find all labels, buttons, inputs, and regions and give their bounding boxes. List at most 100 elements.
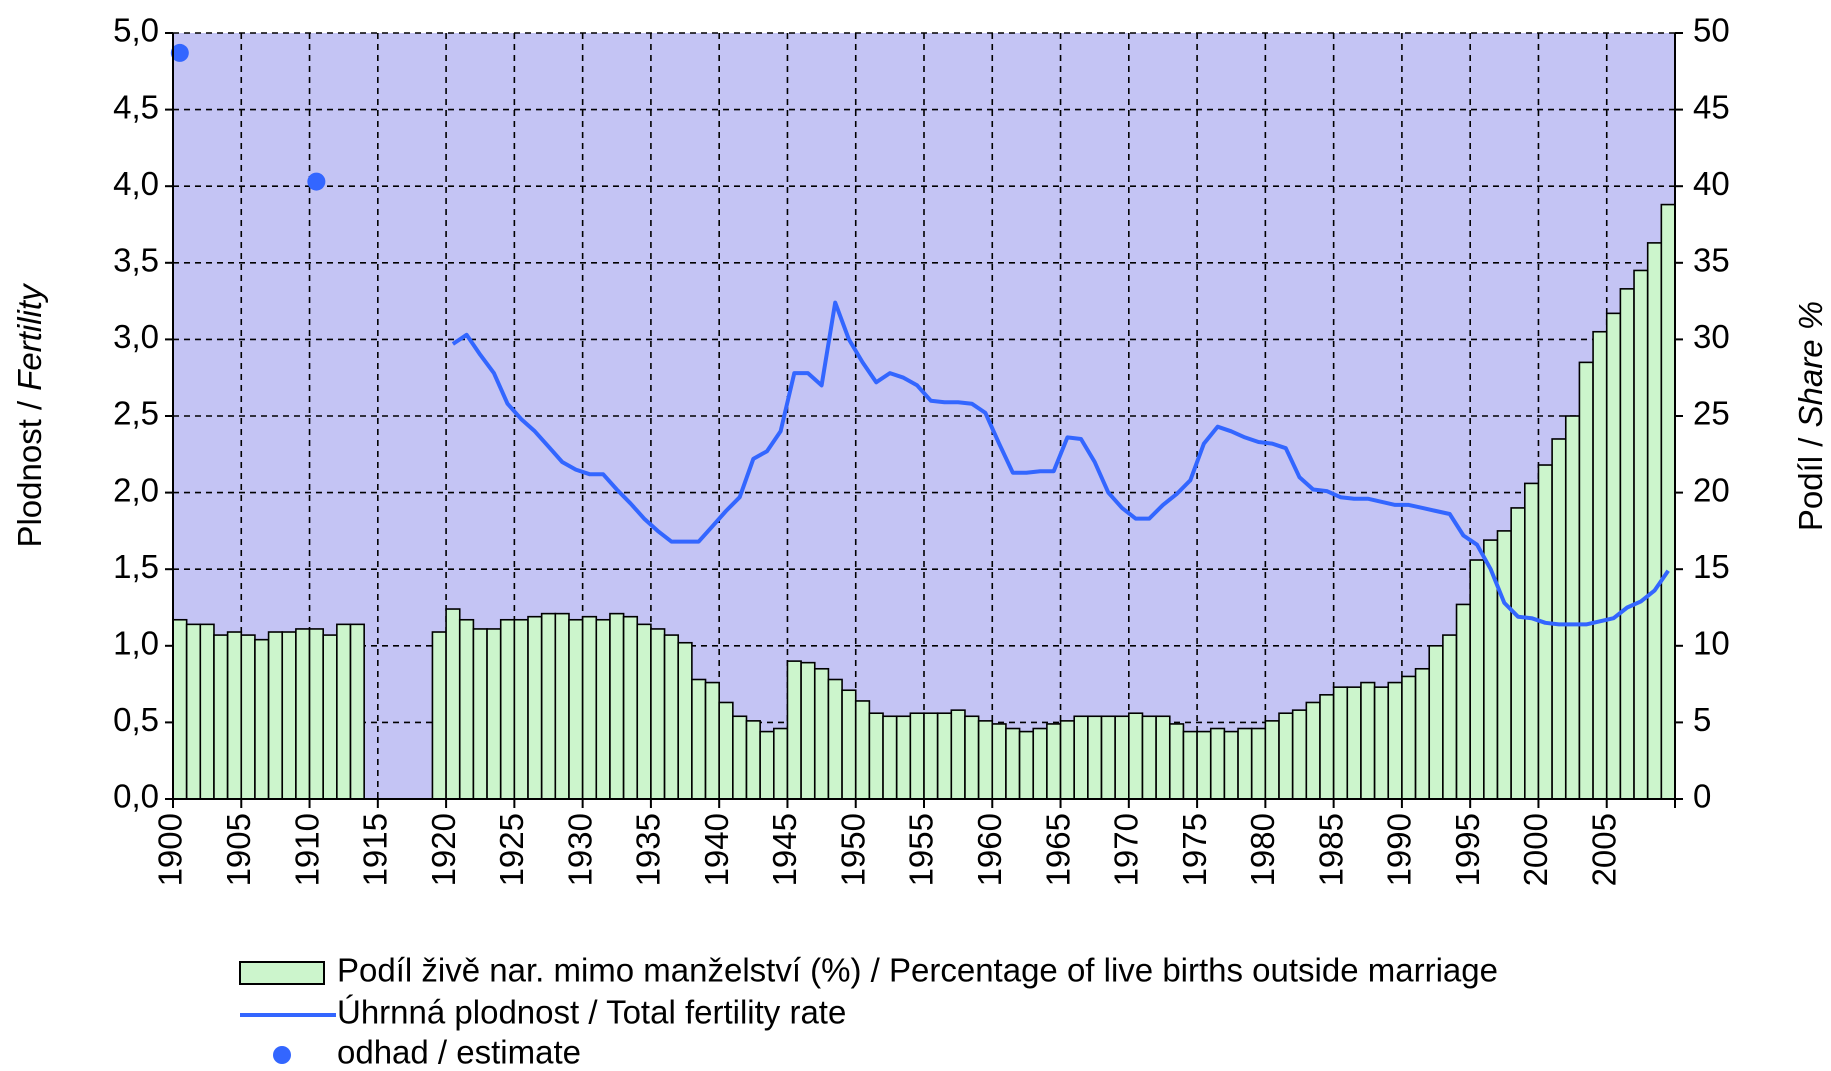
x-tick-label: 2005 xyxy=(1585,813,1622,886)
x-tick-label: 1940 xyxy=(698,813,735,886)
y2-axis-title-part: Podíl / xyxy=(1792,437,1829,531)
bar xyxy=(1114,715,1130,800)
x-tick-label: 1990 xyxy=(1381,813,1418,886)
bar xyxy=(813,667,830,800)
y2-tick-label: 50 xyxy=(1693,12,1730,49)
y-tick-label: 4,0 xyxy=(113,165,159,202)
x-tick-label: 1995 xyxy=(1449,813,1486,886)
bar xyxy=(281,631,297,800)
bar xyxy=(499,618,516,800)
bar xyxy=(800,661,816,800)
y-tick-label: 2,5 xyxy=(113,395,159,432)
bar xyxy=(1319,694,1335,800)
bar xyxy=(1442,634,1458,800)
bar xyxy=(691,678,707,800)
bar xyxy=(267,631,284,800)
bar xyxy=(663,634,680,800)
point xyxy=(170,43,189,62)
bar xyxy=(622,615,639,800)
bar xyxy=(1196,730,1212,800)
bar xyxy=(1551,438,1567,800)
bar xyxy=(254,638,270,800)
bar xyxy=(568,618,584,800)
bar xyxy=(923,712,939,800)
bar xyxy=(1264,720,1280,800)
bar xyxy=(199,623,215,800)
bar xyxy=(1223,730,1239,800)
bar xyxy=(1387,681,1403,800)
bar xyxy=(581,615,598,800)
bar xyxy=(1278,712,1294,800)
x-tick-label: 1900 xyxy=(152,813,189,886)
y2-tick-label: 30 xyxy=(1693,318,1730,355)
bar xyxy=(226,631,243,800)
y2-tick-label: 40 xyxy=(1693,165,1730,202)
x-tick-label: 1950 xyxy=(834,813,871,886)
y-tick-label: 4,5 xyxy=(113,88,159,125)
y-tick-label: 3,5 xyxy=(113,242,159,279)
point xyxy=(307,172,326,191)
y-tick-label: 1,5 xyxy=(113,548,159,585)
legend-label: Podíl živě nar. mimo manželství (%) / Pe… xyxy=(337,952,1498,989)
bar xyxy=(786,660,802,800)
y2-tick-label: 25 xyxy=(1693,395,1730,432)
bar xyxy=(1401,675,1417,800)
bar xyxy=(1455,603,1471,800)
bar xyxy=(1524,482,1540,800)
bar xyxy=(977,720,994,800)
bar xyxy=(1291,709,1308,800)
bar xyxy=(1428,644,1444,800)
bar xyxy=(1182,730,1198,800)
bar xyxy=(677,641,693,800)
bar xyxy=(936,712,953,800)
bar xyxy=(1237,727,1253,800)
bar xyxy=(527,615,543,800)
y2-axis-title-part: Share % xyxy=(1792,301,1829,428)
bar xyxy=(895,715,912,800)
bar xyxy=(295,628,311,800)
bar xyxy=(513,618,529,800)
bar xyxy=(1100,715,1116,800)
x-tick-label: 1920 xyxy=(425,813,462,886)
line xyxy=(451,300,1670,627)
x-tick-label: 2000 xyxy=(1517,813,1554,886)
bar xyxy=(964,715,980,800)
x-tick-label: 1935 xyxy=(630,813,667,886)
bar xyxy=(636,623,652,800)
x-tick-label: 1970 xyxy=(1108,813,1145,886)
legend-swatch xyxy=(239,961,325,985)
bar xyxy=(336,623,352,800)
y-tick-label: 2,0 xyxy=(113,471,159,508)
bar xyxy=(1005,727,1021,800)
x-tick-label: 1945 xyxy=(766,813,803,886)
y2-tick-label: 45 xyxy=(1693,88,1730,125)
x-tick-label: 1915 xyxy=(357,813,394,886)
bar xyxy=(650,628,666,800)
x-tick-label: 1985 xyxy=(1312,813,1349,886)
y-tick-label: 0,5 xyxy=(113,701,159,738)
bar xyxy=(950,709,966,800)
y-tick-label: 1,0 xyxy=(113,625,159,662)
legend-swatch xyxy=(273,1046,291,1064)
bar xyxy=(240,634,256,800)
bar xyxy=(841,689,857,800)
bar xyxy=(1305,701,1321,800)
bar xyxy=(595,618,611,800)
y2-tick-label: 0 xyxy=(1693,778,1711,815)
bar xyxy=(1633,269,1649,800)
x-tick-label: 1930 xyxy=(561,813,598,886)
bar xyxy=(1660,203,1676,800)
bar xyxy=(1578,361,1594,800)
bar xyxy=(431,631,447,800)
x-tick-label: 1980 xyxy=(1244,813,1281,886)
y2-tick-label: 10 xyxy=(1693,625,1730,662)
bar xyxy=(458,618,475,800)
bar xyxy=(1619,288,1635,800)
y-tick-label: 5,0 xyxy=(113,12,159,49)
bar xyxy=(1373,686,1390,800)
bar xyxy=(1510,507,1526,800)
y-tick-label: 3,0 xyxy=(113,318,159,355)
y2-axis-title: Podíl / Share % xyxy=(1792,301,1829,531)
x-tick-label: 1965 xyxy=(1039,813,1076,886)
